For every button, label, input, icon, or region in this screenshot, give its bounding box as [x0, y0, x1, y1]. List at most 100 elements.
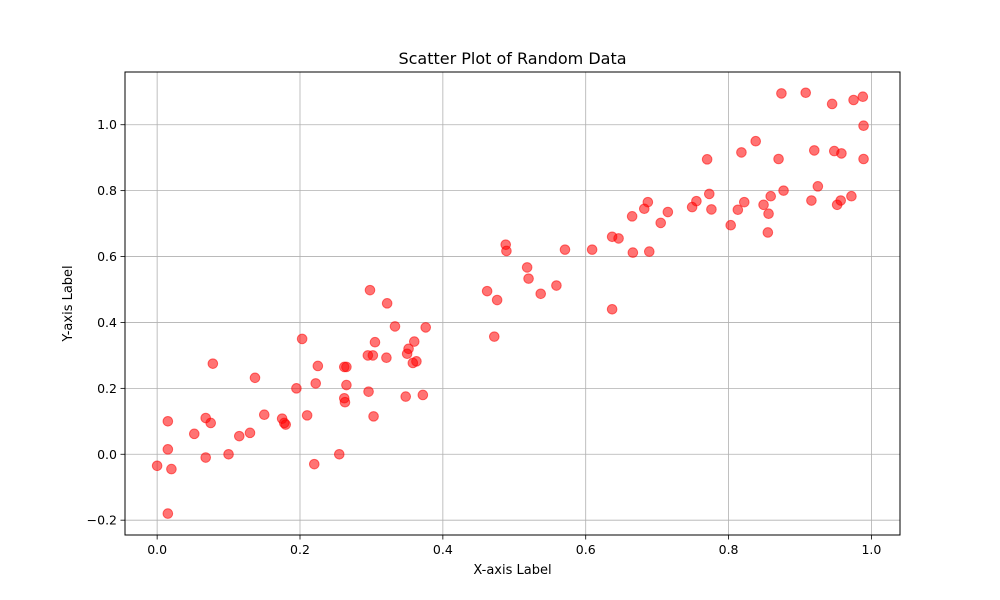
- data-point: [363, 386, 374, 397]
- y-tick-label: −0.2: [87, 513, 117, 528]
- data-point: [655, 217, 667, 229]
- data-point: [662, 206, 674, 218]
- data-point: [763, 208, 774, 220]
- x-tick-label: 0.2: [290, 542, 310, 557]
- data-point: [762, 227, 774, 238]
- data-point: [703, 188, 715, 200]
- data-point: [706, 204, 717, 215]
- data-point: [200, 452, 212, 463]
- x-tick-label: 0.8: [719, 542, 739, 557]
- data-point: [806, 195, 817, 206]
- data-point: [626, 211, 638, 222]
- data-point: [381, 352, 392, 364]
- data-point: [333, 448, 345, 460]
- data-point: [368, 411, 379, 422]
- data-point: [341, 361, 352, 373]
- data-point: [367, 350, 379, 361]
- data-point: [732, 204, 744, 216]
- plot-area: [125, 72, 900, 535]
- data-point: [826, 98, 838, 110]
- y-tick-label: 0.0: [97, 447, 117, 462]
- x-tick-label: 0.4: [433, 542, 453, 557]
- data-point: [417, 389, 429, 401]
- y-tick-label: 0.8: [97, 183, 117, 198]
- data-point: [411, 356, 422, 367]
- y-tick-label: 0.6: [97, 249, 117, 264]
- data-point: [701, 154, 713, 165]
- data-point: [627, 247, 639, 258]
- data-point: [758, 199, 769, 211]
- data-point: [488, 331, 500, 342]
- data-point: [205, 417, 217, 429]
- data-point: [301, 410, 313, 421]
- x-axis-label: X-axis Label: [473, 563, 551, 578]
- data-point: [643, 246, 655, 257]
- data-point: [381, 298, 393, 309]
- data-point: [341, 379, 352, 391]
- x-tick-label: 0.0: [147, 542, 167, 557]
- data-point: [521, 262, 533, 273]
- data-points: [151, 87, 869, 519]
- data-point: [312, 360, 324, 372]
- data-point: [535, 288, 547, 300]
- data-point: [249, 372, 261, 384]
- data-point: [364, 284, 376, 296]
- data-point: [188, 428, 200, 440]
- data-point: [244, 427, 256, 439]
- chart-title: Scatter Plot of Random Data: [398, 49, 626, 68]
- data-point: [773, 153, 784, 165]
- grid-lines: [125, 72, 900, 535]
- data-point: [765, 190, 777, 202]
- data-point: [642, 196, 654, 208]
- data-point: [223, 448, 234, 460]
- data-point: [389, 321, 401, 332]
- y-axis-label: Y-axis Label: [61, 265, 76, 342]
- data-point: [369, 336, 381, 348]
- y-tick-label: 0.2: [97, 381, 117, 396]
- data-point: [778, 185, 789, 196]
- data-point: [738, 196, 750, 208]
- y-tick-label: 0.4: [97, 315, 117, 330]
- data-point: [725, 219, 737, 231]
- data-point: [800, 87, 812, 99]
- data-point: [776, 88, 787, 99]
- data-point: [848, 94, 859, 106]
- data-point: [296, 333, 308, 345]
- data-point: [551, 280, 562, 291]
- data-point: [420, 322, 432, 333]
- data-point: [162, 508, 174, 519]
- data-point: [750, 135, 762, 147]
- data-point: [858, 120, 869, 132]
- data-point: [400, 391, 412, 402]
- data-point: [857, 91, 869, 103]
- data-point: [151, 460, 163, 472]
- data-point: [836, 148, 847, 159]
- data-point: [308, 458, 320, 470]
- axis-ticks: 0.0 0.2 0.4 0.6 0.8 1.0 −0.2 0.0 0.2 0.4 0.6 0.8 1.0: [87, 117, 882, 557]
- x-tick-label: 0.6: [576, 542, 596, 557]
- data-point: [166, 463, 177, 475]
- data-point: [491, 294, 503, 306]
- data-point: [501, 245, 512, 257]
- data-point: [736, 147, 747, 158]
- data-point: [858, 153, 869, 165]
- data-point: [586, 244, 598, 255]
- data-point: [523, 273, 534, 284]
- data-point: [481, 285, 493, 297]
- data-point: [280, 419, 292, 430]
- data-point: [613, 233, 624, 244]
- data-point: [162, 416, 174, 427]
- data-point: [846, 190, 857, 202]
- x-tick-label: 1.0: [861, 542, 881, 557]
- data-point: [835, 195, 847, 206]
- data-point: [162, 444, 174, 455]
- data-point: [559, 244, 571, 255]
- data-point: [258, 409, 270, 421]
- data-point: [403, 343, 414, 355]
- data-point: [606, 303, 618, 315]
- data-point: [291, 383, 302, 394]
- data-point: [691, 195, 702, 207]
- data-point: [339, 396, 351, 408]
- data-point: [812, 181, 824, 192]
